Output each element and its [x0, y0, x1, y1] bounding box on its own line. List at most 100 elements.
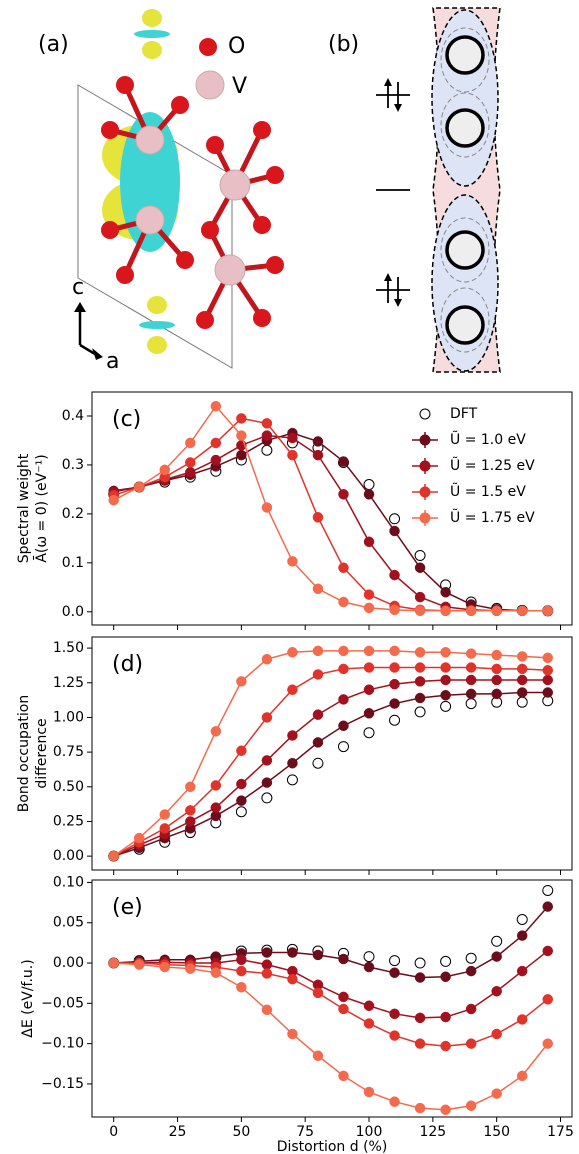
data-point: [389, 698, 400, 709]
data-point: [312, 436, 324, 447]
data-point: [185, 467, 196, 478]
data-point: [465, 965, 477, 977]
data-point: [312, 645, 324, 657]
data-point: [414, 549, 426, 561]
data-point: [159, 961, 171, 973]
data-point: [389, 645, 400, 657]
data-point: [236, 676, 247, 687]
data-point: [542, 652, 553, 664]
data-point: [542, 945, 553, 957]
data-point: [491, 985, 502, 997]
x-tick-label: 25: [169, 1124, 187, 1140]
data-point: [338, 663, 349, 675]
data-point: [338, 953, 349, 965]
data-point: [516, 1014, 528, 1025]
panel-label: (b): [328, 32, 359, 57]
data-point: [414, 1012, 426, 1024]
data-point: [542, 674, 553, 686]
data-point: [159, 464, 171, 476]
data-point: [542, 884, 554, 896]
data-point: [389, 678, 400, 690]
data-point: [287, 647, 298, 658]
data-point: [236, 430, 247, 441]
data-point: [440, 690, 451, 701]
data-point: [414, 1102, 426, 1114]
data-point: [491, 674, 502, 686]
orbital-lobe: [134, 30, 170, 38]
y-tick-label: 1.00: [53, 709, 84, 725]
data-point: [338, 562, 349, 573]
y-axis-title: ΔE (eV/f.u.): [20, 959, 36, 1037]
atom-label: V: [232, 74, 247, 99]
data-point: [363, 536, 375, 548]
data-point: [287, 947, 298, 958]
y-tick-label: 0.1: [62, 555, 84, 571]
data-point: [516, 605, 528, 617]
data-point: [312, 987, 324, 999]
axis-name: a: [106, 349, 119, 374]
data-point: [491, 649, 502, 661]
data-point: [389, 967, 400, 978]
v-sites: [445, 35, 485, 345]
data-point: [338, 489, 349, 500]
unit-cell: [77, 84, 233, 369]
data-point: [236, 954, 247, 966]
data-point: [414, 605, 426, 617]
data-point: [363, 589, 375, 600]
data-point: [542, 605, 553, 617]
data-point: [465, 662, 477, 673]
data-point: [389, 714, 401, 726]
data-point: [261, 418, 273, 429]
data-point: [465, 605, 477, 617]
data-point: [440, 955, 452, 967]
data-point: [338, 694, 349, 705]
data-point: [465, 698, 477, 710]
legend-o: [199, 38, 217, 56]
y-tick-label: 0.25: [53, 813, 84, 829]
data-point: [261, 1004, 273, 1016]
plot-frame: [91, 879, 573, 1118]
data-point: [491, 663, 502, 675]
data-point: [210, 780, 222, 791]
y-tick-label: 0.00: [53, 848, 84, 864]
data-point: [389, 604, 400, 616]
data-point: [185, 963, 196, 974]
data-point: [389, 955, 401, 967]
panel-label: (a): [38, 32, 69, 57]
plot-frame: [91, 636, 573, 871]
y-tick-label: 0.75: [53, 744, 84, 760]
data-point: [389, 1096, 400, 1107]
data-point: [261, 430, 273, 441]
data-point: [440, 1104, 451, 1115]
panel-label: (c): [112, 407, 141, 432]
y-axis-title: Spectral weight: [16, 453, 32, 563]
data-point: [516, 651, 528, 662]
data-point: [440, 662, 451, 673]
data-point: [286, 774, 298, 786]
data-point: [491, 605, 502, 617]
data-point: [108, 850, 119, 862]
arrow-head: [92, 348, 103, 360]
data-point: [312, 949, 324, 961]
legend-label: Ũ = 1.5 eV: [450, 483, 526, 500]
data-point: [363, 727, 375, 739]
data-point: [516, 696, 528, 708]
data-point: [338, 1003, 349, 1015]
series-line: [113, 906, 549, 979]
data-point: [465, 1038, 477, 1049]
data-point: [210, 437, 222, 449]
data-point: [312, 669, 324, 680]
x-tick-label: 100: [356, 1124, 383, 1140]
data-point: [465, 648, 477, 659]
data-point: [542, 1038, 553, 1049]
data-point: [389, 569, 400, 581]
data-point: [236, 449, 247, 461]
data-point: [516, 1070, 528, 1082]
x-tick-label: 50: [232, 1124, 250, 1140]
data-point: [465, 688, 477, 700]
data-point: [363, 1000, 375, 1012]
data-point: [363, 951, 375, 963]
data-point: [235, 806, 247, 818]
y-axis-title: Bond occupation: [16, 695, 32, 813]
legend-marker: [419, 434, 431, 446]
